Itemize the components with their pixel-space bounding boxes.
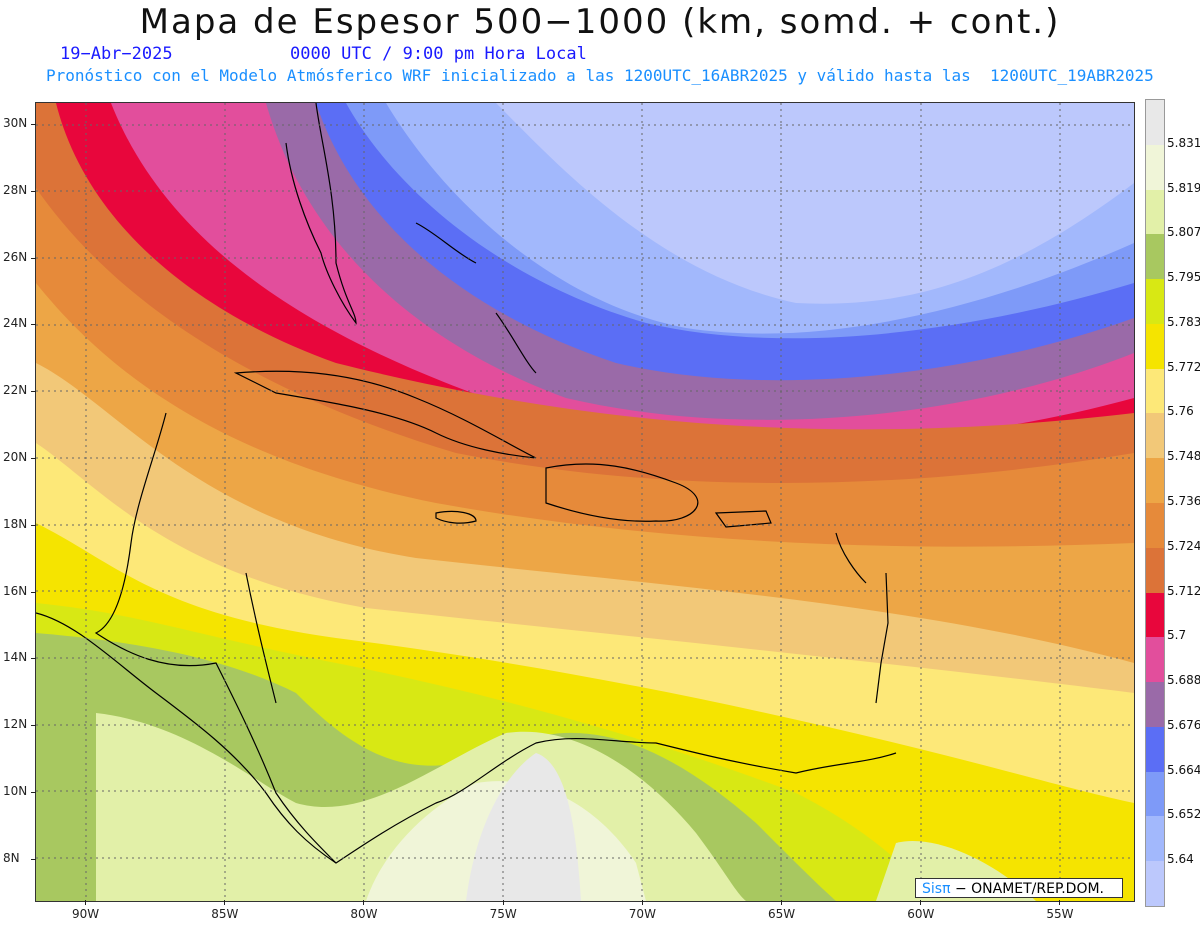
lat-tick	[31, 725, 36, 727]
colorbar-label: 5.676	[1167, 717, 1200, 732]
colorbar-segment	[1146, 503, 1164, 549]
colorbar-label: 5.772	[1167, 359, 1200, 374]
lon-tick	[781, 900, 782, 905]
lon-label: 60W	[907, 907, 935, 921]
lat-tick	[31, 524, 36, 526]
thickness-map	[35, 102, 1135, 902]
lat-tick	[31, 257, 36, 259]
colorbar-segment	[1146, 816, 1164, 862]
lon-tick	[502, 900, 504, 905]
lon-label: 55W	[1046, 907, 1074, 921]
lat-tick	[31, 324, 36, 326]
lat-label: 20N	[3, 450, 28, 464]
forecast-time: 0000 UTC / 9:00 pm Hora Local	[290, 44, 587, 64]
colorbar-segment	[1146, 861, 1164, 907]
lat-label: 22N	[3, 383, 28, 398]
colorbar-label: 5.831	[1167, 135, 1200, 150]
colorbar-label: 5.664	[1167, 762, 1200, 777]
colorbar-segment	[1146, 323, 1164, 370]
colorbar-label: 5.795	[1167, 270, 1200, 285]
colorbar-label: 5.76	[1167, 404, 1194, 419]
colorbar-label: 5.736	[1167, 494, 1200, 508]
colorbar-label: 5.7	[1167, 628, 1187, 643]
colorbar-segment	[1146, 592, 1164, 638]
lat-label: 26N	[3, 249, 28, 264]
lat-label: 18N	[3, 516, 28, 531]
colorbar-label: 5.748	[1167, 449, 1200, 464]
lon-tick	[920, 900, 922, 905]
forecast-date: 19−Abr−2025	[60, 44, 173, 64]
lat-tick	[31, 658, 36, 660]
model-info: Pronóstico con el Modelo Atmósferico WRF…	[46, 66, 1154, 85]
colorbar-label: 5.724	[1167, 538, 1200, 553]
lat-tick	[31, 591, 36, 593]
credit-org: − ONAMET/REP.DOM.	[954, 881, 1105, 897]
colorbar-label: 5.819	[1167, 180, 1200, 195]
lat-label: 16N	[3, 583, 28, 598]
colorbar-segment	[1146, 771, 1164, 817]
lat-tick	[31, 190, 36, 192]
colorbar-segment	[1146, 279, 1164, 325]
colorbar-segment	[1146, 547, 1164, 594]
lon-tick	[1059, 900, 1061, 905]
lat-label: 14N	[3, 650, 28, 665]
lat-tick	[31, 792, 36, 793]
lat-label: 24N	[3, 316, 28, 331]
lon-label: 90W	[72, 907, 100, 921]
colorbar-segment	[1146, 189, 1164, 235]
colorbar-segment	[1146, 234, 1164, 280]
colorbar-label: 5.783	[1167, 314, 1200, 329]
lon-tick	[85, 900, 86, 905]
lat-tick	[31, 391, 36, 393]
colorbar-segment	[1146, 368, 1164, 414]
lon-label: 70W	[628, 907, 656, 921]
colorbar-segment	[1146, 144, 1164, 191]
colorbar-segment	[1146, 413, 1164, 459]
colorbar-label: 5.712	[1167, 583, 1200, 598]
lat-label: 10N	[3, 784, 28, 798]
grid-lines	[36, 103, 1134, 901]
lat-tick	[31, 858, 36, 860]
lon-tick	[363, 900, 365, 905]
lat-label: 8N	[3, 850, 20, 865]
map-title: Mapa de Espesor 500−1000 (km, somd. + co…	[139, 2, 1061, 42]
lat-label: 28N	[3, 182, 28, 197]
colorbar-label: 5.807	[1167, 225, 1200, 240]
thickness-field	[36, 103, 1134, 901]
lon-label: 65W	[768, 907, 796, 921]
lat-label: 30N	[3, 116, 28, 130]
lat-tick	[31, 458, 36, 459]
lon-label: 80W	[350, 907, 378, 921]
colorbar-label: 5.652	[1167, 807, 1200, 822]
lon-label: 85W	[211, 907, 239, 921]
colorbar-segment	[1146, 682, 1164, 728]
colorbar-segment	[1146, 726, 1164, 773]
lat-tick	[31, 124, 36, 125]
sispi-logo: Sisπ	[922, 881, 951, 897]
lon-tick	[224, 900, 226, 905]
credit-box: Sisπ − ONAMET/REP.DOM.	[915, 878, 1123, 898]
colorbar	[1145, 99, 1165, 907]
lat-label: 12N	[3, 717, 28, 732]
colorbar-label: 5.64	[1167, 852, 1194, 867]
colorbar-segment	[1146, 637, 1164, 683]
colorbar-segment	[1146, 458, 1164, 504]
colorbar-label: 5.688	[1167, 673, 1200, 688]
lon-label: 75W	[489, 907, 517, 921]
lon-tick	[641, 900, 643, 905]
colorbar-segment	[1146, 100, 1164, 146]
